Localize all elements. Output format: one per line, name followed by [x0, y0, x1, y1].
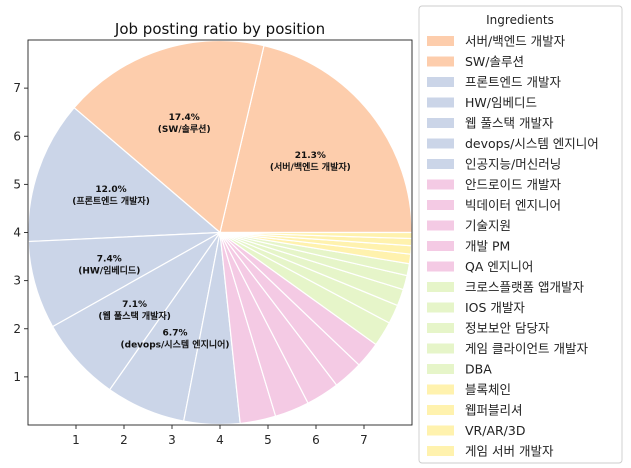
- slice-label: 7.1% (웹 풀스택 개발자): [98, 300, 170, 322]
- legend-label: 서버/백엔드 개발자: [465, 34, 566, 49]
- legend-label: 게임 클라이언트 개발자: [465, 341, 588, 356]
- legend-swatch: [427, 118, 454, 128]
- legend-swatch: [427, 384, 454, 395]
- legend-swatch: [427, 179, 454, 190]
- slice-label: 7.4% (HW/임베디드): [78, 254, 140, 276]
- legend-swatch: [427, 97, 454, 108]
- legend-box: [418, 5, 623, 464]
- legend-label: 안드로이드 개발자: [465, 177, 561, 192]
- y-tick-label: 2: [13, 322, 21, 336]
- legend-label: HW/임베디드: [465, 95, 537, 110]
- y-tick-label: 7: [13, 81, 21, 95]
- legend-label: 인공지능/머신러닝: [465, 157, 561, 172]
- slice-label: 17.4% (SW/솔루션): [158, 113, 211, 135]
- x-tick-label: 7: [360, 433, 368, 447]
- pie-slice: [219, 44, 413, 234]
- slice-labels: 21.3% (서버/백엔드 개발자) 17.4% (SW/솔루션) 12.0% (프론트엔…: [72, 113, 351, 351]
- legend-label: 프론트엔드 개발자: [465, 75, 561, 90]
- legend-swatch: [427, 405, 454, 415]
- slice-label: 12.0% (프론트엔드 개발자): [72, 185, 150, 207]
- legend-swatch: [427, 138, 454, 149]
- legend-label: 빅데이터 엔지니어: [465, 198, 561, 213]
- legend-label: 기술지원: [465, 218, 511, 233]
- legend-swatch: [427, 220, 454, 231]
- x-tick-label: 6: [312, 433, 320, 447]
- legend-swatch: [427, 323, 454, 333]
- legend-swatch: [427, 159, 454, 169]
- chart-title: Job posting ratio by position: [114, 20, 325, 38]
- legend-label: 정보보안 담당자: [465, 321, 550, 336]
- legend-swatch: [427, 56, 454, 67]
- y-tick-label: 6: [13, 129, 21, 143]
- x-tick-label: 2: [120, 433, 128, 447]
- legend-label: devops/시스템 엔지니어: [465, 136, 599, 151]
- legend-label: 웹 풀스택 개발자: [465, 116, 554, 131]
- legend-swatch: [427, 425, 454, 436]
- legend-swatch: [427, 77, 454, 87]
- x-tick-label: 5: [264, 433, 272, 447]
- slice-label: 6.7% (devops/시스템 엔지니어): [121, 329, 230, 351]
- x-tick-label: 4: [216, 433, 224, 447]
- legend-label: 크로스플랫폼 앱개발자: [465, 280, 584, 295]
- y-tick-label: 4: [13, 226, 21, 240]
- x-tick-label: 3: [168, 433, 176, 447]
- legend-swatch: [427, 241, 454, 251]
- legend-swatch: [427, 364, 454, 374]
- y-tick-label: 5: [13, 177, 21, 191]
- axis-ticks: 1 2 3 4 5 6 7 1 2 3 4 5 6 7: [13, 81, 367, 447]
- legend-swatch: [427, 302, 454, 313]
- y-tick-label: 1: [13, 370, 21, 384]
- y-tick-label: 3: [13, 274, 21, 288]
- slice-label: 21.3% (서버/백엔드 개발자): [270, 151, 351, 173]
- legend-swatch: [427, 36, 454, 46]
- legend-label: VR/AR/3D: [465, 423, 525, 438]
- legend-label: 웹퍼블리셔: [465, 403, 523, 418]
- legend-swatch: [427, 446, 454, 456]
- legend-title: Ingredients: [486, 13, 554, 27]
- pie-slice: [73, 39, 265, 234]
- legend-swatch: [427, 282, 454, 292]
- legend-swatch: [427, 261, 454, 272]
- x-tick-label: 1: [72, 433, 80, 447]
- legend-label: IOS 개발자: [465, 300, 525, 315]
- legend-label: DBA: [465, 362, 492, 377]
- legend-label: 게임 서버 개발자: [465, 444, 554, 459]
- legend-label: SW/솔루션: [465, 54, 524, 69]
- legend-label: 블록체인: [465, 382, 511, 397]
- legend-swatch: [427, 200, 454, 210]
- legend-swatch: [427, 343, 454, 354]
- pie-slices: [27, 39, 413, 426]
- legend-label: 개발 PM: [465, 239, 510, 254]
- legend-label: QA 엔지니어: [465, 259, 533, 274]
